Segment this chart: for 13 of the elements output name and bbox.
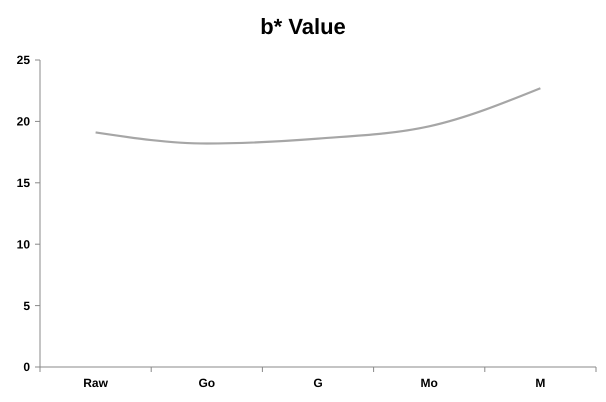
chart-title: b* Value	[260, 14, 346, 39]
y-tick-label: 5	[23, 298, 30, 313]
x-tick-label: G	[313, 376, 323, 390]
y-tick-label: 20	[16, 114, 30, 129]
y-tick-label: 10	[16, 237, 30, 252]
line-series	[94, 87, 542, 145]
y-tick-label: 15	[16, 176, 30, 190]
x-tick-label: Go	[198, 376, 216, 390]
y-tick-label: 0	[23, 360, 30, 374]
x-tick-label: Mo	[420, 376, 438, 390]
x-tick-label: M	[535, 376, 546, 390]
x-tick-label: Raw	[83, 376, 109, 390]
y-tick-label: 25	[16, 53, 30, 68]
